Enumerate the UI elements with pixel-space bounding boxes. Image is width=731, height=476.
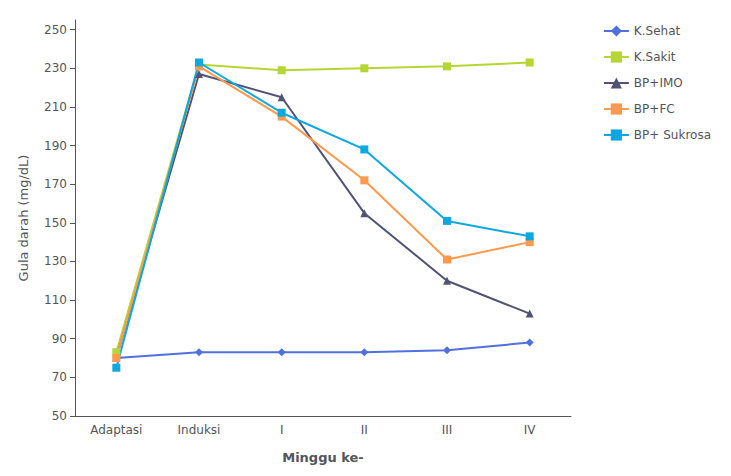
svg-text:K.Sakit: K.Sakit [634, 50, 676, 64]
svg-text:250: 250 [44, 23, 67, 37]
svg-text:BP+FC: BP+FC [634, 102, 675, 116]
svg-text:70: 70 [52, 370, 67, 384]
svg-text:50: 50 [52, 409, 67, 423]
svg-text:90: 90 [52, 332, 67, 346]
svg-text:BP+ Sukrosa: BP+ Sukrosa [634, 128, 711, 142]
svg-text:Adaptasi: Adaptasi [90, 423, 142, 437]
svg-text:I: I [280, 423, 284, 437]
svg-text:130: 130 [44, 254, 67, 268]
svg-text:Induksi: Induksi [178, 423, 221, 437]
svg-text:IV: IV [524, 423, 537, 437]
svg-text:190: 190 [44, 139, 67, 153]
svg-text:Gula darah (mg/dL): Gula darah (mg/dL) [16, 155, 31, 282]
svg-text:150: 150 [44, 216, 67, 230]
svg-text:BP+IMO: BP+IMO [634, 76, 683, 90]
svg-text:210: 210 [44, 100, 67, 114]
svg-text:III: III [442, 423, 453, 437]
svg-text:110: 110 [44, 293, 67, 307]
svg-text:Minggu ke-: Minggu ke- [282, 450, 364, 465]
svg-text:II: II [361, 423, 368, 437]
svg-text:170: 170 [44, 177, 67, 191]
svg-text:230: 230 [44, 61, 67, 75]
svg-text:K.Sehat: K.Sehat [634, 24, 681, 38]
